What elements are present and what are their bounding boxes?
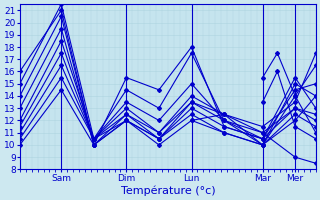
X-axis label: Température (°c): Température (°c)	[121, 185, 215, 196]
